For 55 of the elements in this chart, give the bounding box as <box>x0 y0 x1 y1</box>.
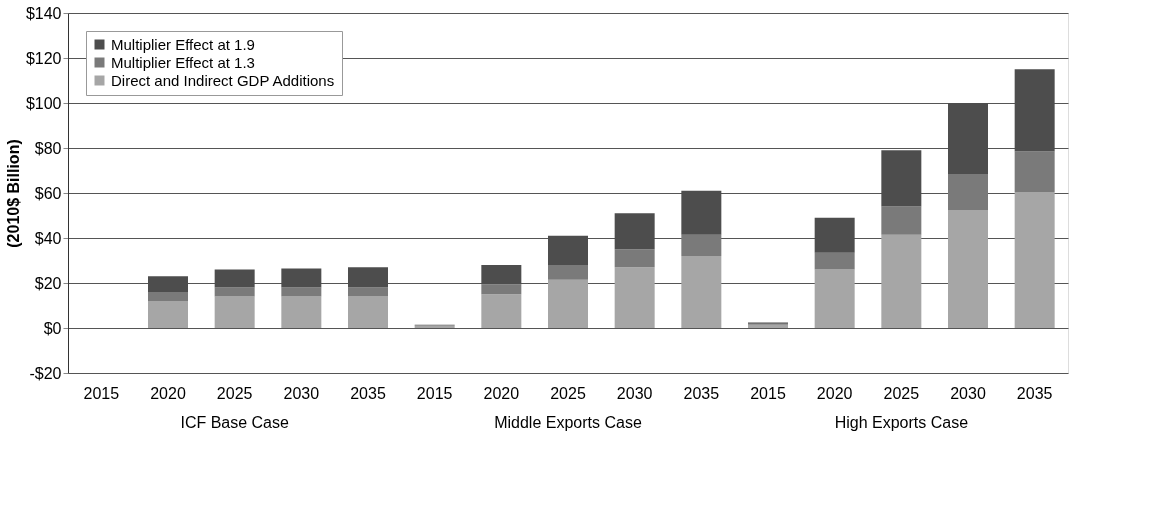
x-tick-label: 2025 <box>883 384 920 402</box>
x-tick-label: 2030 <box>950 384 986 402</box>
x-tick-label: 2015 <box>83 384 120 402</box>
legend-label: Direct and Indirect GDP Additions <box>111 71 335 89</box>
bar <box>481 284 522 295</box>
bar <box>281 287 322 297</box>
y-tick-label: $60 <box>34 184 62 202</box>
bar <box>614 249 655 268</box>
bar <box>948 209 988 328</box>
bar <box>148 292 188 301</box>
x-tick-label: 2020 <box>816 384 853 402</box>
bar <box>348 287 388 297</box>
text: ICF Base Case <box>180 414 290 431</box>
x-tick-label: 2035 <box>350 384 386 402</box>
y-tick-label: $100 <box>25 94 62 112</box>
x-tick-label: 2020 <box>150 384 186 402</box>
y-tick-label: $20 <box>34 274 62 292</box>
legend-label: Multiplier Effect at 1.3 <box>111 53 255 71</box>
legend-label: Multiplier Effect at 1.9 <box>111 35 255 53</box>
bar <box>214 287 255 297</box>
bar <box>281 296 322 328</box>
text: High Exports Case <box>834 414 969 431</box>
x-tick-label: 2015 <box>416 384 453 402</box>
bar <box>348 296 388 328</box>
y-tick-label: $80 <box>34 139 62 157</box>
y-tick-label: $0 <box>43 319 62 337</box>
bar <box>681 256 722 328</box>
x-tick-label: 2025 <box>550 384 586 402</box>
bar <box>681 234 722 256</box>
x-tick-label: 2030 <box>616 384 653 402</box>
x-tick-label: 2030 <box>283 384 320 402</box>
bar <box>948 173 988 210</box>
y-axis-title: (2010$ Billion) <box>4 139 22 248</box>
bar <box>148 301 188 328</box>
bar <box>881 234 922 328</box>
bar <box>614 267 655 328</box>
bar <box>548 279 588 328</box>
bar <box>481 294 522 328</box>
bar <box>214 296 255 328</box>
y-tick-label: $120 <box>25 49 62 67</box>
bar <box>1014 191 1055 328</box>
x-tick-label: 2025 <box>216 384 253 402</box>
bar <box>548 265 588 280</box>
bar <box>1014 151 1055 192</box>
x-tick-label: 2035 <box>683 384 720 402</box>
x-tick-label: 2015 <box>750 384 786 402</box>
bar <box>881 206 922 235</box>
bar <box>814 269 855 328</box>
bar <box>814 252 855 270</box>
x-tick-label: 2035 <box>1016 384 1053 402</box>
text: Middle Exports Case <box>494 414 642 431</box>
y-tick-label: $140 <box>25 4 62 22</box>
x-tick-label: 2020 <box>483 384 520 402</box>
y-tick-label: -$20 <box>29 364 62 382</box>
y-tick-label: $40 <box>34 229 62 247</box>
